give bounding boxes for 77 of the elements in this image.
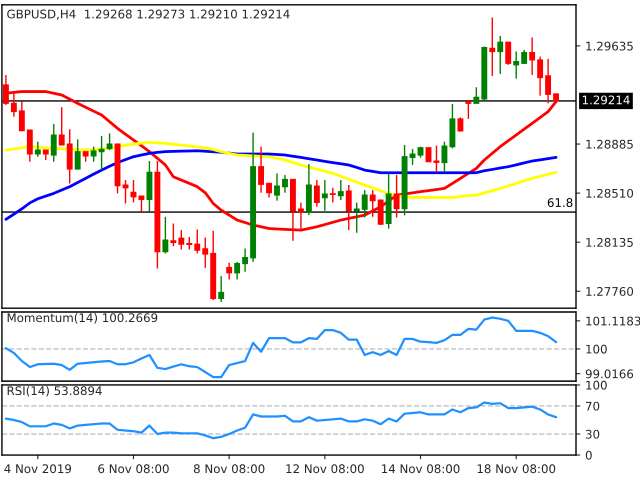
chart-title: GBPUSD,H4 1.29268 1.29273 1.29210 1.29214 [7, 10, 290, 20]
candlestick [410, 148, 416, 166]
candlestick [505, 42, 512, 66]
candlestick [354, 202, 360, 234]
x-tick-label: 12 Nov 08:00 [286, 464, 364, 474]
candlestick [226, 262, 232, 280]
candlestick [242, 248, 248, 272]
y-tick-label: 99.0166 [586, 369, 634, 378]
x-tick-label: 4 Nov 2019 [4, 464, 72, 474]
x-tick-label: 8 Nov 08:00 [194, 464, 264, 474]
candlestick [434, 144, 440, 174]
candlestick [465, 99, 472, 120]
candlestick [545, 58, 552, 104]
candlestick [162, 216, 168, 254]
candlestick [106, 132, 113, 151]
chart-title: RSI(14) 53.8894 [8, 386, 102, 397]
y-tick-label: 0 [586, 450, 592, 460]
candlestick [426, 147, 432, 162]
candlestick [362, 189, 368, 218]
candlestick [34, 140, 41, 158]
candlestick [90, 146, 97, 162]
y-tick-label: 1.27760 [586, 287, 634, 296]
candlestick [266, 182, 272, 198]
candlestick [322, 179, 328, 212]
candlestick [130, 179, 136, 204]
candlestick [234, 261, 240, 280]
x-tick-label: 14 Nov 08:00 [382, 464, 460, 474]
y-tick-label: 100 [586, 344, 607, 354]
annotation: 61.8 [548, 198, 572, 208]
candlestick [473, 86, 480, 104]
y-tick-label: 1.28510 [586, 188, 634, 198]
line-series [4, 401, 558, 440]
candlestick [186, 236, 192, 250]
candlestick [18, 100, 25, 132]
x-tick-label: 6 Nov 08:00 [98, 464, 169, 474]
candlestick [170, 222, 176, 247]
y-tick-label: 1.29635 [586, 42, 633, 51]
candlestick [42, 149, 49, 161]
x-tick-label: 18 Nov 08:00 [478, 464, 556, 474]
candlestick [10, 92, 17, 118]
candlestick [194, 228, 200, 254]
candlestick [441, 140, 448, 174]
y-tick-label: 1.28885 [586, 140, 633, 149]
candlestick [330, 187, 336, 204]
candlestick [338, 179, 344, 201]
candlestick [202, 236, 208, 269]
candlestick [394, 174, 400, 218]
candlestick [26, 129, 33, 162]
candlestick [497, 35, 504, 75]
candlestick [529, 36, 536, 76]
candlestick [50, 123, 57, 162]
candlestick [218, 275, 224, 303]
candlestick [138, 195, 144, 212]
candlestick [122, 179, 128, 204]
y-tick-label: 1.28135 [586, 238, 633, 247]
candlestick [537, 56, 544, 96]
candlestick [513, 50, 520, 80]
candlestick [457, 116, 464, 132]
y-tick-label: 70 [586, 402, 600, 411]
candlestick [178, 229, 184, 250]
y-tick-label: 30 [586, 430, 600, 439]
candlestick [98, 135, 105, 171]
candlestick [314, 179, 320, 208]
y-tick-label: 101.1183 [586, 316, 640, 326]
y-tick-label: 100 [586, 380, 607, 390]
candlestick [489, 16, 496, 77]
chart-title: Momentum(14) 100.2669 [8, 313, 158, 324]
candlestick [258, 146, 264, 194]
candlestick [282, 174, 288, 194]
candlestick [274, 172, 280, 202]
candlestick [418, 146, 424, 158]
candlestick [74, 138, 81, 170]
candlestick [82, 150, 89, 162]
candlestick [58, 106, 65, 146]
candlestick [370, 189, 376, 218]
candlestick [521, 49, 528, 65]
ref-line-label: 1.29214 [582, 95, 630, 104]
